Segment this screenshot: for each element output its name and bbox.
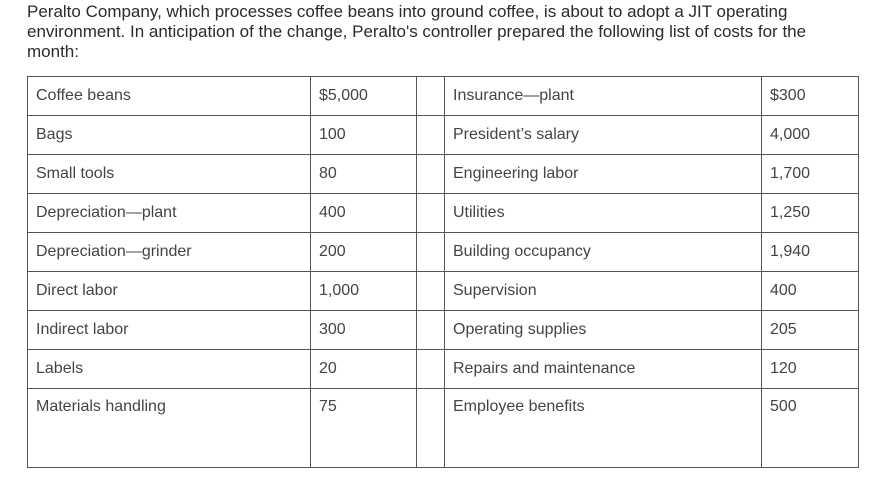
right-cost-amount: 1,700: [761, 154, 859, 194]
right-cost-amount: 400: [761, 271, 859, 311]
right-cost-amount: 205: [761, 310, 859, 350]
left-cost-amount: 1,000: [310, 271, 417, 311]
left-cost-item: Small tools: [27, 154, 311, 194]
right-cost-item: Supervision: [444, 271, 762, 311]
left-cost-item: Bags: [27, 115, 311, 155]
spacer-cell: [416, 271, 445, 311]
left-cost-item: Coffee beans: [27, 76, 311, 116]
spacer-cell: [416, 154, 445, 194]
right-cost-item: Building occupancy: [444, 232, 762, 272]
spacer-cell: [416, 76, 445, 116]
left-cost-item: Direct labor: [27, 271, 311, 311]
right-cost-amount: 500: [761, 388, 859, 468]
left-cost-item: Depreciation—grinder: [27, 232, 311, 272]
spacer-cell: [416, 232, 445, 272]
left-cost-amount: 100: [310, 115, 417, 155]
table-row: Bags 100 President’s salary 4,000: [27, 115, 859, 155]
cost-table: Coffee beans $5,000 Insurance—plant $300…: [27, 76, 859, 468]
left-cost-amount: 20: [310, 349, 417, 389]
spacer-cell: [416, 388, 445, 468]
left-cost-item: Indirect labor: [27, 310, 311, 350]
left-cost-item: Depreciation—plant: [27, 193, 311, 233]
right-cost-item: Employee benefits: [444, 388, 762, 468]
left-cost-amount: $5,000: [310, 76, 417, 116]
table-row: Small tools 80 Engineering labor 1,700: [27, 154, 859, 194]
right-cost-item: Operating supplies: [444, 310, 762, 350]
table-row: Depreciation—grinder 200 Building occupa…: [27, 232, 859, 272]
right-cost-amount: $300: [761, 76, 859, 116]
spacer-cell: [416, 310, 445, 350]
left-cost-item: Materials handling: [27, 388, 311, 468]
spacer-cell: [416, 193, 445, 233]
table-row: Direct labor 1,000 Supervision 400: [27, 271, 859, 311]
right-cost-item: President’s salary: [444, 115, 762, 155]
right-cost-amount: 1,940: [761, 232, 859, 272]
table-row: Coffee beans $5,000 Insurance—plant $300: [27, 76, 859, 116]
table-row: Depreciation—plant 400 Utilities 1,250: [27, 193, 859, 233]
right-cost-amount: 1,250: [761, 193, 859, 233]
left-cost-amount: 200: [310, 232, 417, 272]
problem-intro: Peralto Company, which processes coffee …: [27, 2, 807, 61]
left-cost-item: Labels: [27, 349, 311, 389]
left-cost-amount: 80: [310, 154, 417, 194]
table-row: Labels 20 Repairs and maintenance 120: [27, 349, 859, 389]
right-cost-item: Repairs and maintenance: [444, 349, 762, 389]
spacer-cell: [416, 349, 445, 389]
left-cost-amount: 400: [310, 193, 417, 233]
right-cost-amount: 120: [761, 349, 859, 389]
table-row: Materials handling 75 Employee benefits …: [27, 388, 859, 468]
right-cost-item: Insurance—plant: [444, 76, 762, 116]
right-cost-amount: 4,000: [761, 115, 859, 155]
table-row: Indirect labor 300 Operating supplies 20…: [27, 310, 859, 350]
left-cost-amount: 75: [310, 388, 417, 468]
right-cost-item: Engineering labor: [444, 154, 762, 194]
spacer-cell: [416, 115, 445, 155]
left-cost-amount: 300: [310, 310, 417, 350]
right-cost-item: Utilities: [444, 193, 762, 233]
